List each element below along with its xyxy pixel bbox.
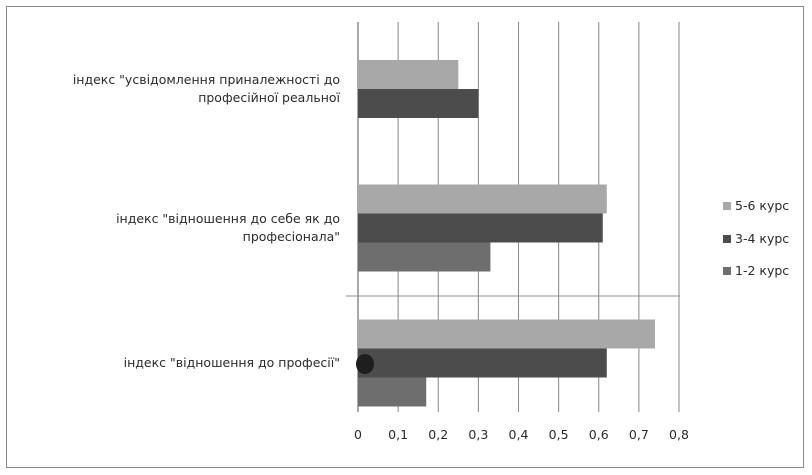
bar bbox=[358, 89, 479, 118]
legend-label: 5-6 курс bbox=[735, 198, 789, 213]
category-label: індекс "відношення до професії" bbox=[124, 355, 340, 370]
bar bbox=[358, 319, 655, 349]
legend-label: 1-2 курс bbox=[735, 263, 789, 278]
x-tick-label: 0,7 bbox=[629, 427, 649, 442]
bar bbox=[358, 348, 607, 378]
legend-swatch bbox=[723, 235, 731, 243]
bar bbox=[358, 377, 427, 407]
marker-dot bbox=[356, 354, 374, 374]
x-tick-label: 0,2 bbox=[428, 427, 448, 442]
x-tick-label: 0,5 bbox=[549, 427, 569, 442]
x-tick-label: 0,4 bbox=[509, 427, 529, 442]
bar bbox=[358, 184, 607, 214]
x-tick-label: 0,8 bbox=[669, 427, 689, 442]
x-tick-label: 0,6 bbox=[589, 427, 609, 442]
category-label: професіонала" bbox=[243, 229, 340, 244]
legend-swatch bbox=[723, 202, 731, 210]
category-label: професійної реальної bbox=[198, 90, 340, 105]
legend-swatch bbox=[723, 267, 731, 275]
bar bbox=[358, 213, 603, 243]
bar bbox=[358, 60, 459, 89]
legend-label: 3-4 курс bbox=[735, 231, 789, 246]
x-tick-label: 0,1 bbox=[388, 427, 408, 442]
category-label: індекс "відношення до себе як до bbox=[116, 211, 340, 226]
category-label: індекс "усвідомлення приналежності до bbox=[73, 72, 340, 87]
bar bbox=[358, 242, 491, 272]
x-tick-label: 0,3 bbox=[468, 427, 488, 442]
x-tick-label: 0 bbox=[354, 427, 362, 442]
